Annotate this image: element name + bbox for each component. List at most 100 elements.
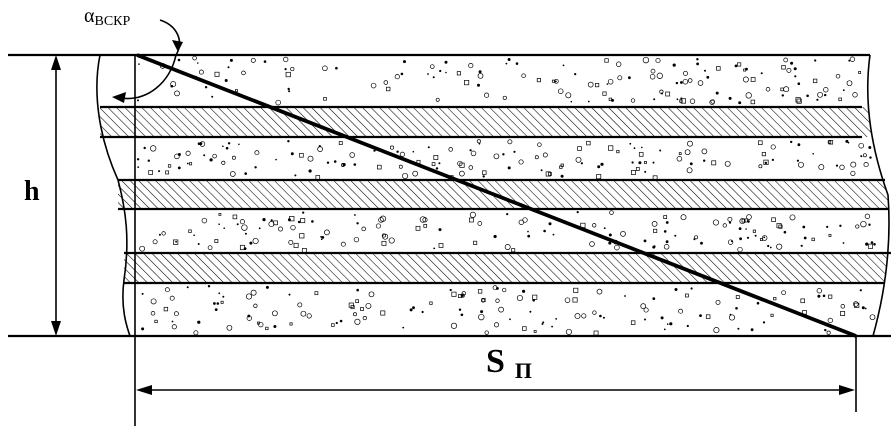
stipple-dot <box>213 302 216 305</box>
stipple-dot <box>306 313 312 319</box>
stipple-dot <box>495 298 500 303</box>
stipple-dot <box>790 140 793 144</box>
stipple-dot <box>770 313 774 317</box>
stipple-dot <box>493 153 500 160</box>
stipple-dot <box>171 320 174 323</box>
stipple-dot <box>356 222 359 225</box>
stipple-dot <box>432 76 435 79</box>
stipple-dot <box>743 68 747 72</box>
stipple-dot <box>354 214 356 216</box>
stipple-dot <box>427 73 429 75</box>
stipple-dot <box>672 63 676 67</box>
stipple-dot <box>595 83 600 88</box>
stipple-dot <box>690 287 693 290</box>
stipple-dot <box>211 95 214 98</box>
stipple-dot <box>189 162 193 166</box>
stipple-dot <box>458 308 462 311</box>
stipple-dot <box>394 74 400 80</box>
stipple-dot <box>849 56 856 62</box>
stipple-dot <box>438 162 441 165</box>
stipple-dot <box>694 235 699 240</box>
stipple-dot <box>620 231 626 237</box>
stipple-dot <box>354 318 361 325</box>
stipple-dot <box>522 326 527 331</box>
stipple-dot <box>724 160 731 167</box>
stipple-dot <box>175 240 178 243</box>
stipple-dot <box>288 239 294 245</box>
stipple-dot <box>148 170 153 175</box>
stipple-dot <box>709 99 715 105</box>
stipple-dot <box>817 294 821 298</box>
stipple-dot <box>409 308 413 312</box>
stipple-dot <box>253 303 258 308</box>
stipple-dot <box>484 92 490 98</box>
stipple-dot <box>258 321 264 328</box>
stipple-dot <box>314 291 319 296</box>
stipple-dot <box>551 325 553 328</box>
stipple-dot <box>246 315 252 321</box>
stipple-dot <box>342 163 346 167</box>
stipple-dot <box>574 73 577 76</box>
stipple-dot <box>850 161 857 168</box>
stipple-dot <box>771 158 775 161</box>
stipple-dot <box>761 235 768 241</box>
stipple-dot <box>456 71 461 76</box>
stipple-dot <box>522 289 526 293</box>
stipple-dot <box>174 90 180 97</box>
stipple-dot <box>739 237 742 241</box>
stipple-dot <box>360 307 364 311</box>
stipple-dot <box>339 319 343 323</box>
stipple-dot <box>461 291 466 296</box>
stipple-dot <box>188 229 192 233</box>
stipple-dot <box>139 245 145 252</box>
stipple-dot <box>502 287 507 293</box>
stipple-dot <box>496 287 499 290</box>
stipple-dot <box>377 164 382 170</box>
stipple-dot <box>375 223 381 229</box>
stipple-dot <box>603 227 606 230</box>
stipple-dot <box>415 225 421 231</box>
stipple-dot <box>861 306 865 310</box>
stipple-dot <box>218 292 221 295</box>
stipple-dot <box>297 302 303 308</box>
stipple-dot <box>318 145 321 148</box>
stipple-dot <box>795 97 801 103</box>
stipple-dot <box>803 236 807 240</box>
stipple-dot <box>396 150 399 153</box>
stipple-dot <box>177 153 181 156</box>
stipple-dot <box>763 159 769 165</box>
stipple-dot <box>656 72 663 79</box>
stipple-dot <box>878 65 883 71</box>
height-label: h <box>24 176 40 207</box>
stipple-dot <box>650 68 656 74</box>
stipple-dot <box>828 140 834 145</box>
stipple-dot <box>207 245 213 251</box>
stipple-dot <box>402 326 405 329</box>
stipple-dot <box>197 62 199 64</box>
stipple-dot <box>278 226 283 232</box>
stipple-dot <box>507 58 511 61</box>
stipple-dot <box>577 146 582 151</box>
stipple-dot <box>728 221 732 224</box>
stipple-dot <box>783 230 787 234</box>
stipple-dot <box>290 224 296 231</box>
stipple-dot <box>353 312 357 317</box>
stipple-dot <box>141 292 144 295</box>
stipple-dot <box>685 293 689 298</box>
stipple-dot <box>756 301 760 305</box>
stipple-dot <box>545 171 551 177</box>
stipple-dot <box>778 224 783 229</box>
inclined-line <box>136 53 857 338</box>
stipple-dot <box>758 140 763 145</box>
stipple-dot <box>586 140 591 146</box>
stipple-dot <box>652 161 655 164</box>
stipple-dot <box>560 174 564 178</box>
stipple-dot <box>254 166 257 169</box>
stipple-dot <box>653 228 658 233</box>
stipple-dot <box>760 238 763 241</box>
stipple-dot <box>665 221 669 224</box>
length-dimension <box>136 385 855 395</box>
stipple-dot <box>170 81 177 88</box>
stipple-dot <box>518 219 524 225</box>
stipple-dot <box>507 166 511 170</box>
